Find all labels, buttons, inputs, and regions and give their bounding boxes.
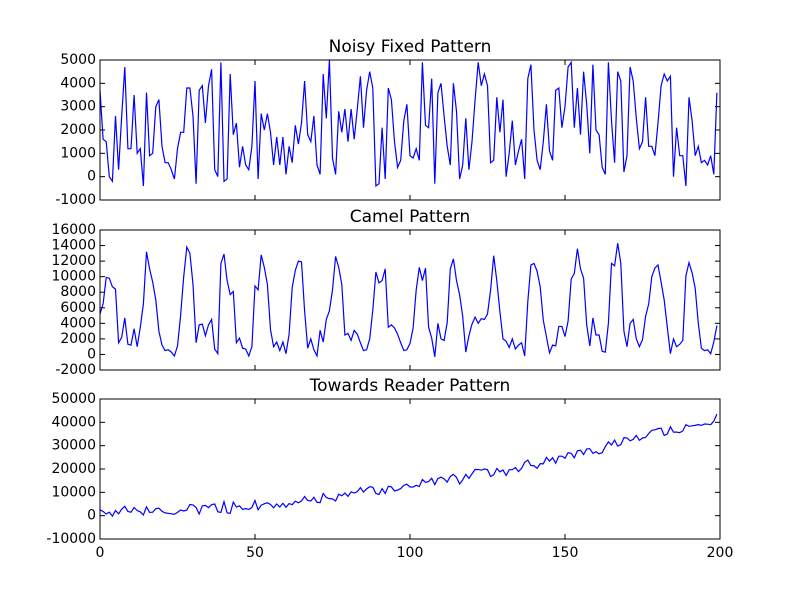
- y-tick-label: 4000: [60, 315, 96, 331]
- chart-title: Noisy Fixed Pattern: [329, 37, 492, 57]
- y-tick-label: -1000: [55, 192, 96, 208]
- y-tick-label: 40000: [51, 414, 96, 430]
- y-tick-label: 4000: [60, 75, 96, 91]
- y-tick-label: 10000: [51, 269, 96, 285]
- chart-title: Camel Pattern: [350, 207, 471, 227]
- x-tick-label: 50: [246, 545, 264, 561]
- y-tick-label: 0: [87, 346, 96, 362]
- y-tick-label: 16000: [51, 222, 96, 238]
- y-tick-label: 3000: [60, 99, 96, 115]
- y-tick-label: -10000: [46, 531, 96, 547]
- x-tick-label: 100: [397, 545, 424, 561]
- y-tick-label: 0: [87, 169, 96, 185]
- y-tick-label: 1000: [60, 145, 96, 161]
- x-tick-label: 150: [552, 545, 579, 561]
- y-tick-label: 5000: [60, 52, 96, 68]
- y-tick-label: -2000: [55, 362, 96, 378]
- y-tick-label: 8000: [60, 284, 96, 300]
- y-tick-label: 30000: [51, 438, 96, 454]
- y-tick-label: 20000: [51, 461, 96, 477]
- data-line: [99, 243, 718, 359]
- y-tick-label: 2000: [60, 122, 96, 138]
- y-tick-label: 10000: [51, 484, 96, 500]
- y-tick-label: 50000: [51, 391, 96, 407]
- data-line: [99, 413, 718, 518]
- plot-frame: [99, 229, 721, 371]
- data-line: [99, 59, 718, 188]
- chart-title: Towards Reader Pattern: [309, 376, 511, 396]
- y-tick-label: 14000: [51, 238, 96, 254]
- y-tick-label: 12000: [51, 253, 96, 269]
- x-tick-label: 0: [96, 545, 105, 561]
- plot-frame: [99, 59, 721, 201]
- y-tick-label: 2000: [60, 331, 96, 347]
- x-tick-label: 200: [707, 545, 734, 561]
- y-tick-label: 0: [87, 508, 96, 524]
- plot-frame: [99, 398, 721, 540]
- y-tick-label: 6000: [60, 300, 96, 316]
